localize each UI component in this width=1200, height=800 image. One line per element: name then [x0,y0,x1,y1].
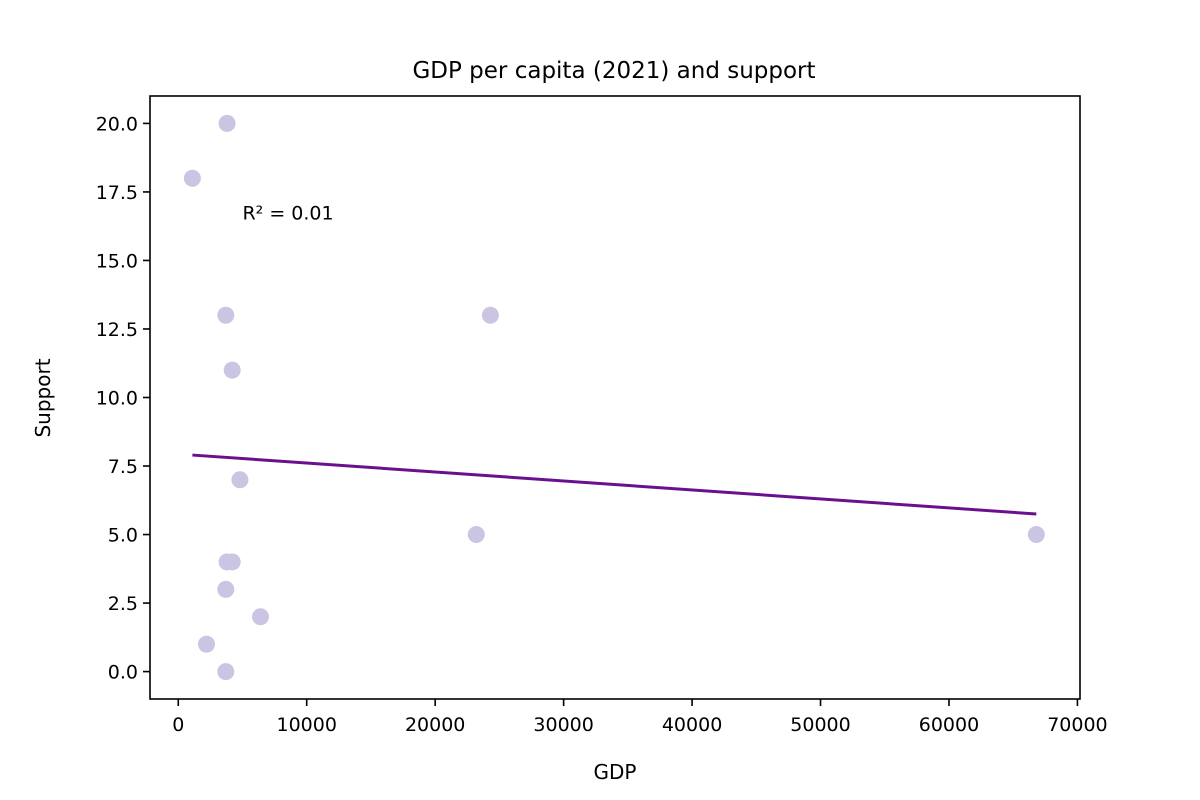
data-point [217,580,235,598]
data-point [467,526,485,544]
x-tick-label: 50000 [790,714,850,736]
y-axis-label: Support [31,358,55,437]
r-squared-annotation: R² = 0.01 [242,202,333,224]
plot-frame [149,95,1081,700]
x-tick-label: 40000 [662,714,722,736]
fit-line-layer [192,453,1037,516]
y-tick-label: 2.5 [108,593,138,615]
y-tick-label: 17.5 [96,182,138,204]
data-point [218,114,236,132]
data-point [198,635,216,653]
x-tick-label: 20000 [405,714,465,736]
data-point [231,471,249,489]
data-point [217,306,235,324]
x-tick-label: 30000 [533,714,593,736]
data-point [183,169,201,187]
data-point [217,663,235,681]
y-tick-label: 0.0 [108,662,138,684]
x-tick-label: 70000 [1047,714,1107,736]
y-tick-label: 15.0 [96,250,138,272]
y-tick-label: 10.0 [96,388,138,410]
x-axis-label: GDP [594,760,637,784]
data-point [223,361,241,379]
data-point [223,553,241,571]
x-tick-label: 10000 [276,714,336,736]
axis-ticks-layer: 0 10000 20000 30000 40000 50000 60000 70000 0.0 2… [96,113,1108,736]
data-points-layer [183,114,1045,681]
fit-line [192,453,1037,516]
data-point [1027,526,1045,544]
x-tick-label: 60000 [919,714,979,736]
chart-title: GDP per capita (2021) and support [412,58,815,84]
data-point [251,608,269,626]
y-tick-label: 12.5 [96,319,138,341]
x-tick-label: 0 [172,714,184,736]
data-point [481,306,499,324]
y-tick-label: 5.0 [108,525,138,547]
y-tick-label: 7.5 [108,456,138,478]
y-tick-label: 20.0 [96,113,138,135]
